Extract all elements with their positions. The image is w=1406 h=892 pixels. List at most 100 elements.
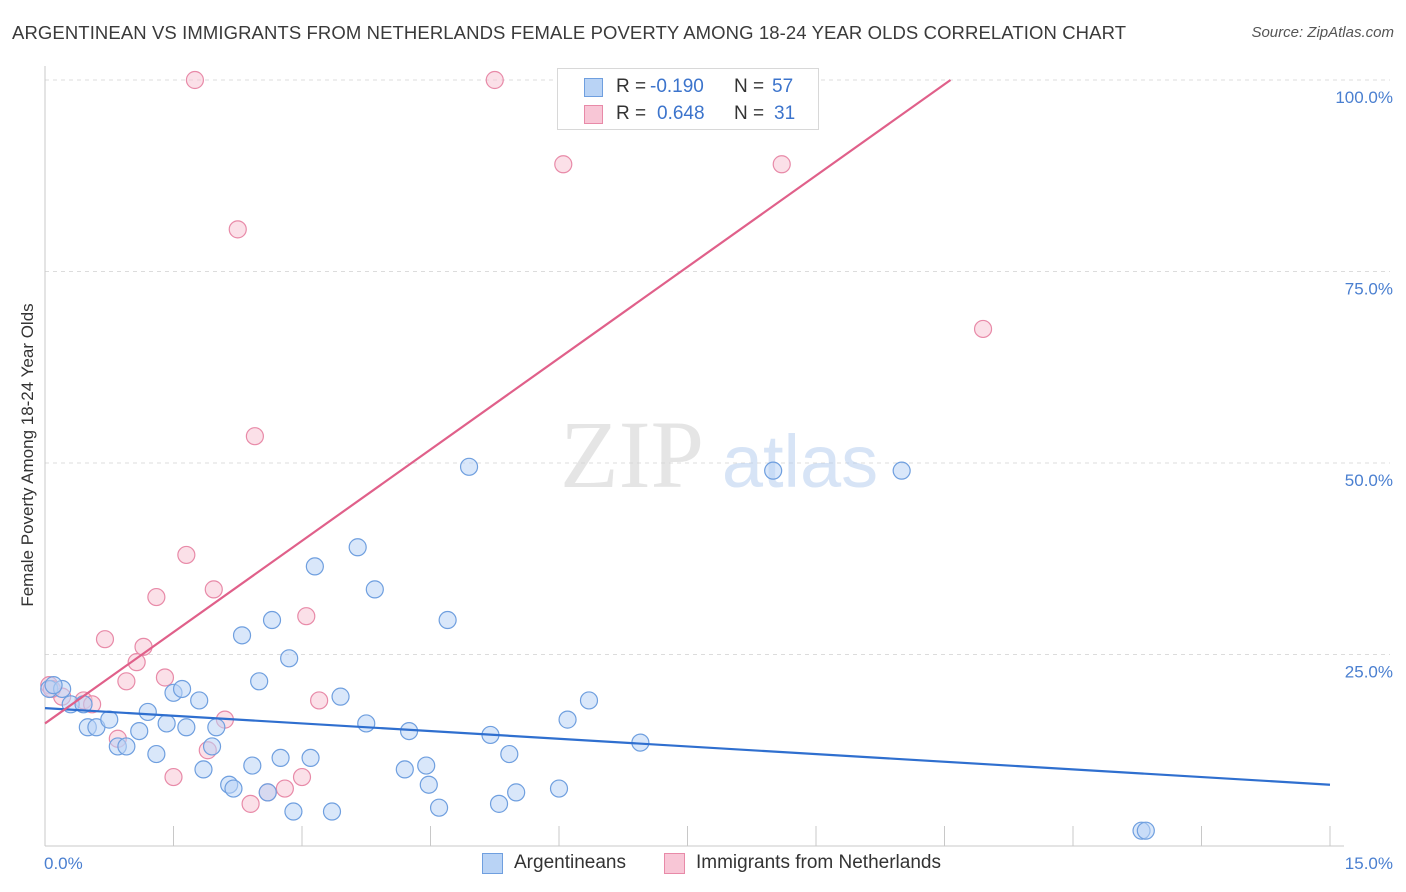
watermark: ZIP atlas bbox=[560, 401, 878, 508]
y-tick-label: 50.0% bbox=[1345, 471, 1393, 490]
n-value: 57 bbox=[772, 76, 794, 97]
data-point bbox=[549, 779, 569, 798]
data-point bbox=[232, 626, 252, 645]
data-point bbox=[190, 691, 209, 710]
data-point bbox=[489, 794, 509, 813]
r-value: 0.648 bbox=[657, 103, 705, 124]
axes bbox=[44, 66, 1344, 847]
data-point bbox=[117, 672, 136, 691]
y-tick-label: 75.0% bbox=[1345, 280, 1393, 299]
n-label: N = bbox=[734, 76, 765, 97]
data-point bbox=[429, 798, 449, 817]
data-point bbox=[130, 721, 149, 741]
trend-lines bbox=[44, 79, 1331, 786]
data-point bbox=[417, 756, 436, 775]
data-point bbox=[243, 756, 262, 775]
legend-swatch-blue bbox=[482, 853, 503, 874]
data-point bbox=[127, 653, 146, 672]
x-tick-label: 15.0% bbox=[1345, 854, 1393, 873]
data-point bbox=[177, 718, 196, 737]
data-point bbox=[258, 783, 277, 802]
data-point bbox=[147, 587, 166, 607]
x-tick-label: 0.0% bbox=[44, 854, 83, 873]
legend-swatch-blue bbox=[584, 78, 603, 97]
data-point bbox=[262, 610, 282, 630]
legend-label: Argentineans bbox=[514, 852, 626, 873]
data-point bbox=[507, 783, 526, 802]
y-tick-label: 100.0% bbox=[1335, 88, 1393, 107]
data-point bbox=[348, 538, 367, 557]
data-point bbox=[305, 557, 324, 576]
data-point bbox=[95, 630, 115, 649]
r-value: -0.190 bbox=[650, 76, 704, 97]
data-point bbox=[500, 744, 519, 764]
data-point bbox=[117, 737, 136, 756]
legend-swatch-pink bbox=[584, 105, 603, 124]
legend-item-netherlands[interactable]: Immigrants from Netherlands bbox=[664, 851, 964, 877]
data-point bbox=[207, 718, 226, 737]
n-value: 31 bbox=[774, 103, 796, 124]
data-point bbox=[579, 691, 599, 710]
data-point bbox=[772, 155, 791, 174]
data-point bbox=[284, 802, 303, 821]
data-point bbox=[147, 744, 166, 764]
data-point bbox=[357, 714, 376, 733]
data-point bbox=[310, 691, 329, 710]
watermark-zip: ZIP bbox=[560, 401, 704, 508]
data-point bbox=[331, 687, 350, 706]
trend-line-netherlands bbox=[44, 79, 952, 725]
data-point bbox=[764, 461, 783, 480]
stats-row-argentineans: R = -0.190 N = 57 bbox=[558, 74, 820, 100]
data-point bbox=[157, 714, 176, 733]
data-point bbox=[100, 710, 119, 729]
stats-legend: R = -0.190 N = 57 R = 0.648 N = 31 bbox=[557, 68, 819, 130]
watermark-atlas: atlas bbox=[722, 420, 878, 503]
data-point bbox=[459, 457, 479, 476]
series-immigrants-netherlands bbox=[40, 70, 993, 813]
data-point bbox=[419, 775, 438, 794]
data-point bbox=[44, 676, 63, 695]
tick-labels: 25.0% 50.0% 75.0% 100.0% 0.0% 15.0% bbox=[44, 88, 1393, 873]
data-point bbox=[297, 607, 316, 626]
trend-line-argentineans bbox=[44, 707, 1331, 786]
chart-title: ARGENTINEAN VS IMMIGRANTS FROM NETHERLAN… bbox=[12, 22, 1127, 43]
data-point bbox=[177, 545, 196, 565]
source-credit: Source: ZipAtlas.com bbox=[1251, 24, 1394, 41]
data-point bbox=[485, 70, 504, 90]
legend-swatch-pink bbox=[664, 853, 685, 874]
r-label: R = bbox=[616, 76, 647, 97]
data-point bbox=[224, 779, 243, 798]
data-point bbox=[202, 737, 222, 756]
data-point bbox=[250, 672, 269, 691]
data-point bbox=[185, 70, 205, 90]
data-point bbox=[973, 319, 993, 339]
y-tick-label: 25.0% bbox=[1345, 663, 1393, 682]
data-point bbox=[155, 668, 175, 687]
data-point bbox=[558, 710, 577, 729]
data-point bbox=[275, 779, 294, 798]
r-label: R = bbox=[616, 103, 647, 124]
data-point bbox=[395, 760, 414, 779]
data-point bbox=[280, 649, 299, 668]
data-point bbox=[245, 427, 264, 446]
data-point bbox=[322, 802, 342, 821]
series-argentineans bbox=[40, 457, 1155, 840]
data-point bbox=[438, 610, 457, 630]
data-point bbox=[271, 748, 290, 768]
data-point bbox=[301, 748, 320, 768]
data-point bbox=[241, 794, 260, 813]
grid-lines bbox=[45, 79, 1390, 655]
n-label: N = bbox=[734, 103, 765, 124]
data-point bbox=[554, 155, 573, 174]
data-point bbox=[172, 679, 192, 699]
data-point bbox=[228, 220, 247, 239]
data-point bbox=[1136, 821, 1155, 840]
data-point bbox=[164, 767, 183, 787]
data-point bbox=[138, 702, 157, 722]
stats-row-netherlands: R = 0.648 N = 31 bbox=[558, 101, 820, 127]
data-point bbox=[892, 461, 911, 480]
data-point bbox=[365, 580, 384, 599]
legend-item-argentineans[interactable]: Argentineans bbox=[482, 851, 642, 877]
data-point bbox=[204, 580, 223, 599]
